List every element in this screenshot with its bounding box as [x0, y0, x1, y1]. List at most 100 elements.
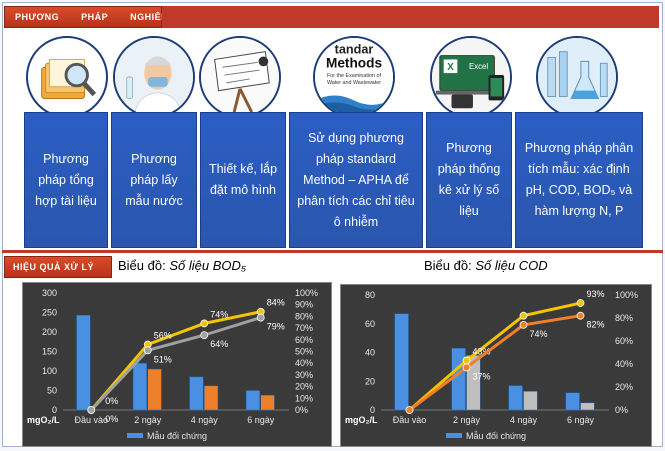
efficiency-point — [405, 406, 414, 414]
legend-label: Mẫu đối chứng — [147, 431, 207, 441]
book-line-2: Methods — [326, 55, 382, 70]
y2-tick-label: 50% — [295, 347, 313, 357]
method-label: Phương pháp phân tích mẫu: xác định pH, … — [524, 141, 634, 218]
section-title-word: NGHIÊN — [130, 12, 169, 22]
x-tick-label: Đầu vào — [393, 415, 427, 425]
chart-bod: 0 50 100 150 200 250 300 0% 10%20% 30% 40%50% 60% 70… — [27, 288, 318, 441]
y-tick-label: 250 — [42, 308, 57, 318]
data-label: 74% — [530, 329, 548, 339]
y-tick-label: 60 — [365, 319, 375, 329]
data-label: 82% — [587, 320, 605, 330]
chart-cod-container: 0 20 40 60 80 0% 20% 40% 60% 80% 100% Đầu vào 2 ngày… — [340, 284, 652, 447]
chart-title-cod: Biểu đồ: Số liệu COD — [424, 258, 548, 273]
y2-tick-label: 60% — [615, 336, 633, 346]
y2-tick-label: 40% — [295, 358, 313, 368]
y2-tick-label: 30% — [295, 370, 313, 380]
lab-glassware-icon — [536, 36, 618, 118]
y2-tick-label: 100% — [615, 290, 638, 300]
y2-tick-label: 80% — [615, 313, 633, 323]
data-label: 37% — [473, 371, 491, 381]
book-line-4: Water and Wastewater — [327, 80, 381, 86]
y2-tick-label: 20% — [615, 382, 633, 392]
data-label: 0% — [105, 396, 118, 406]
section-title-word: PHÁP — [81, 12, 109, 22]
bar-mẫu-xử-lý — [523, 391, 538, 411]
bar-mẫu-xử-lý — [204, 385, 219, 411]
y-tick-label: 40 — [365, 348, 375, 358]
method-label: Phương pháp tổng hợp tài liệu — [35, 151, 97, 208]
excel-devices-icon: X Excel — [430, 36, 512, 118]
data-label: 51% — [154, 354, 172, 364]
header-bar — [162, 6, 659, 28]
chart-title-main: Số liệu BOD₅ — [169, 258, 247, 273]
efficiency-point — [519, 321, 528, 329]
standard-methods-book-icon: tandar Methods For the Examination of Wa… — [313, 36, 395, 118]
bar-mẫu-đối-chứng — [451, 347, 466, 411]
data-label: 84% — [267, 298, 285, 308]
y2-tick-label: 90% — [295, 300, 313, 310]
data-label: 64% — [210, 339, 228, 349]
chart-title-bod: Biểu đồ: Số liệu BOD₅ — [118, 258, 247, 273]
y2-tick-label: 20% — [295, 382, 313, 392]
efficiency-point — [519, 311, 528, 320]
legend-swatch — [446, 433, 462, 438]
y2-tick-label: 80% — [295, 311, 313, 321]
bar-mẫu-đối-chứng — [245, 390, 260, 411]
chart-title-prefix: Biểu đồ: — [118, 258, 170, 273]
drafting-table-icon — [199, 36, 281, 118]
legend-swatch — [127, 433, 143, 438]
section-title-text: HIỆU QUẢ XỬ LÝ — [13, 262, 94, 272]
method-card: Phương pháp phân tích mẫu: xác định pH, … — [515, 112, 643, 248]
chart-bod-container: 0 50 100 150 200 250 300 0% 10% 20% 30% 40% 50% 60% 70… — [22, 282, 332, 447]
data-label: 43% — [473, 347, 491, 357]
method-label: Thiết kế, lắp đặt mô hình — [208, 162, 278, 197]
svg-text:X: X — [447, 62, 454, 73]
efficiency-point — [87, 406, 96, 414]
efficiency-line — [90, 316, 262, 412]
data-label: 0% — [105, 414, 118, 424]
x-tick-label: 2 ngày — [453, 415, 481, 425]
y2-tick-label: 0% — [295, 405, 308, 415]
section-title-research-methods: PHƯƠNG PHÁP NGHIÊN — [4, 6, 168, 28]
chart-title-main: Số liệu COD — [475, 258, 548, 273]
chart-cod: 0 20 40 60 80 0% 20% 40% 60% 80% 100% Đầu vào 2 ngày… — [345, 289, 638, 441]
y-tick-label: 150 — [42, 347, 57, 357]
y2-tick-label: 60% — [295, 335, 313, 345]
data-label: 56% — [154, 330, 172, 340]
x-tick-label: 4 ngày — [191, 415, 219, 425]
chart-title-prefix: Biểu đồ: — [424, 258, 476, 273]
y-tick-label: 50 — [47, 386, 57, 396]
efficiency-point — [462, 363, 471, 372]
y2-tick-label: 10% — [295, 393, 313, 403]
data-label: 93% — [587, 289, 605, 299]
y-tick-label: 0 — [370, 405, 375, 415]
x-tick-label: 6 ngày — [567, 415, 595, 425]
efficiency-point — [576, 311, 585, 320]
folder-magnifier-icon — [26, 36, 108, 118]
y-tick-label: 300 — [42, 288, 57, 298]
method-label: Phương pháp lấy mẫu nước — [125, 151, 183, 208]
section-title-word: PHƯƠNG — [15, 12, 60, 22]
method-card: Phương pháp lấy mẫu nước — [111, 112, 197, 248]
efficiency-point — [200, 319, 209, 328]
excel-label: Excel — [469, 62, 488, 71]
efficiency-point — [200, 331, 209, 340]
x-tick-label: 6 ngày — [247, 415, 275, 425]
y-tick-label: 100 — [42, 366, 57, 376]
legend-label: Mẫu đối chứng — [466, 431, 526, 441]
y2-tick-label: 0% — [615, 405, 628, 415]
efficiency-point — [576, 299, 585, 307]
bar-mẫu-đối-chứng — [132, 362, 147, 411]
efficiency-point — [143, 346, 152, 355]
y-tick-label: 20 — [365, 376, 375, 386]
bar-mẫu-xử-lý — [147, 368, 162, 411]
y-tick-label: 80 — [365, 290, 375, 300]
bar-mẫu-đối-chứng — [76, 314, 91, 411]
efficiency-line — [90, 310, 262, 411]
method-card: Phương pháp thống kê xử lý số liệu — [426, 112, 512, 248]
method-label: Sử dụng phương pháp standard Method – AP… — [297, 130, 415, 229]
method-card: Sử dụng phương pháp standard Method – AP… — [289, 112, 423, 248]
efficiency-line — [408, 301, 581, 412]
section-divider — [2, 250, 663, 253]
method-label: Phương pháp thống kê xử lý số liệu — [437, 141, 501, 218]
